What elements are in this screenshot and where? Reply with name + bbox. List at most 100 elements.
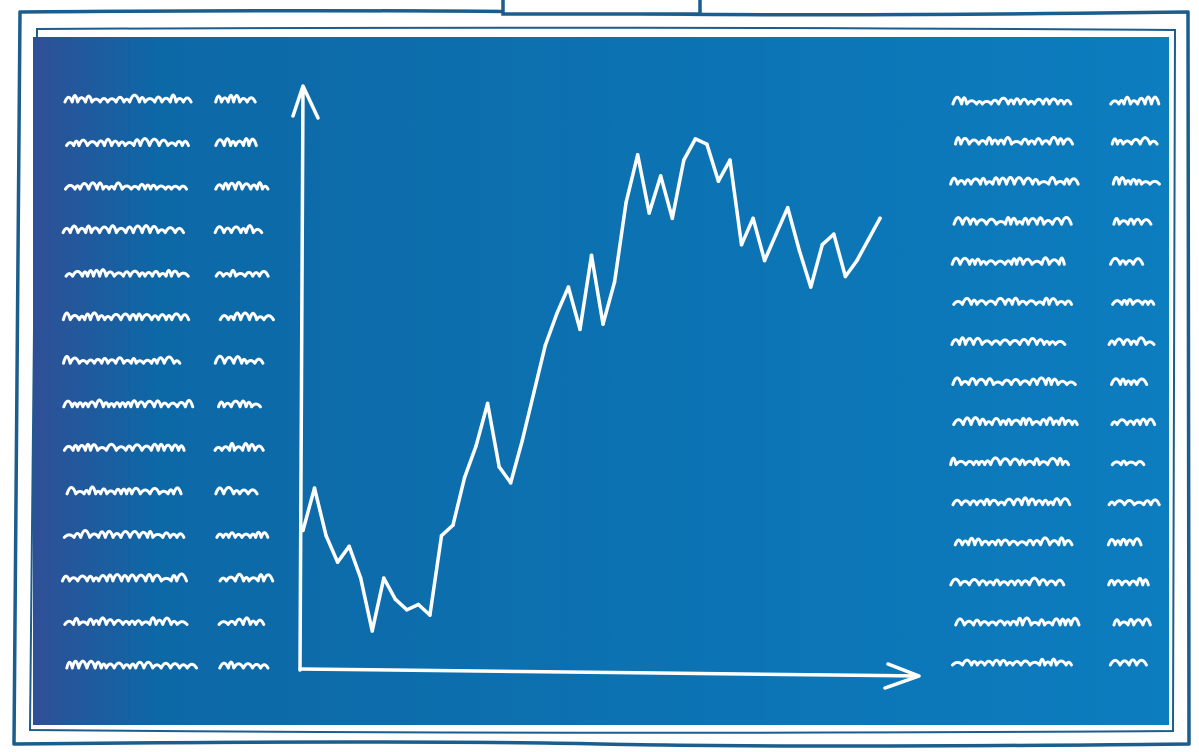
right-row-value-scribble bbox=[1106, 537, 1143, 547]
left-row-label-scribble bbox=[65, 485, 183, 496]
series-point bbox=[381, 576, 386, 580]
series-point bbox=[843, 274, 848, 279]
series-point bbox=[716, 179, 721, 184]
series-point bbox=[358, 576, 363, 580]
series-point bbox=[774, 232, 778, 236]
left-row-label-scribble bbox=[62, 398, 195, 409]
series-point bbox=[324, 533, 328, 538]
series-point bbox=[393, 597, 398, 602]
right-row-label-scribble bbox=[951, 376, 1077, 386]
series-point bbox=[658, 174, 663, 178]
series-point bbox=[508, 481, 513, 485]
series-point bbox=[462, 475, 467, 480]
right-row-label-scribble bbox=[952, 215, 1073, 226]
left-row-label-scribble bbox=[62, 528, 186, 539]
right-row-label-scribble bbox=[952, 296, 1073, 306]
series-point bbox=[624, 200, 628, 205]
left-row-value-scribble bbox=[214, 93, 257, 104]
series-point bbox=[601, 322, 605, 326]
series-point bbox=[693, 137, 698, 141]
line-chart bbox=[291, 84, 921, 690]
series-point bbox=[520, 438, 525, 443]
series-point bbox=[543, 343, 548, 348]
left-scribble-column bbox=[60, 93, 275, 670]
left-row-value-scribble bbox=[214, 137, 258, 148]
series-point bbox=[682, 158, 686, 162]
series-point bbox=[555, 311, 559, 316]
left-row-value-scribble bbox=[213, 354, 265, 365]
right-row-label-scribble bbox=[951, 657, 1073, 667]
series-point bbox=[635, 152, 640, 157]
left-row-label-scribble bbox=[64, 181, 188, 191]
series-point bbox=[566, 285, 571, 289]
series-point bbox=[705, 142, 709, 146]
right-row-value-scribble bbox=[1111, 175, 1161, 186]
series-point bbox=[347, 544, 351, 549]
right-row-label-scribble bbox=[952, 416, 1079, 427]
left-row-value-scribble bbox=[213, 224, 264, 235]
series-point bbox=[301, 528, 305, 533]
series-point bbox=[497, 465, 501, 469]
right-row-value-scribble bbox=[1112, 617, 1152, 627]
left-row-label-scribble bbox=[64, 268, 190, 278]
series-point bbox=[589, 253, 594, 258]
series-point bbox=[416, 602, 421, 607]
series-point bbox=[820, 242, 825, 247]
series-point bbox=[439, 533, 444, 538]
series-point bbox=[785, 205, 790, 210]
series-point bbox=[762, 258, 767, 263]
left-row-label-scribble bbox=[63, 93, 193, 104]
right-row-label-scribble bbox=[951, 496, 1072, 507]
left-row-value-scribble bbox=[218, 572, 275, 583]
left-row-label-scribble bbox=[62, 442, 186, 452]
right-row-value-scribble bbox=[1107, 576, 1150, 587]
left-row-value-scribble bbox=[214, 485, 259, 496]
series-point bbox=[878, 216, 882, 221]
left-row-value-scribble bbox=[217, 399, 262, 409]
right-row-value-scribble bbox=[1110, 417, 1157, 427]
series-point bbox=[855, 258, 859, 263]
right-row-value-scribble bbox=[1109, 377, 1149, 386]
right-row-label-scribble bbox=[949, 175, 1080, 186]
right-row-value-scribble bbox=[1110, 459, 1146, 467]
series-point bbox=[428, 613, 432, 617]
right-row-value-scribble bbox=[1109, 95, 1161, 106]
right-row-value-scribble bbox=[1107, 336, 1156, 346]
right-row-value-scribble bbox=[1108, 658, 1148, 667]
right-row-value-scribble bbox=[1111, 297, 1156, 306]
series-point bbox=[670, 216, 675, 221]
series-point bbox=[474, 443, 478, 448]
left-row-value-scribble bbox=[217, 616, 266, 626]
right-scribble-column bbox=[949, 95, 1161, 667]
series-point bbox=[797, 248, 802, 252]
series-point bbox=[751, 216, 755, 221]
right-row-value-scribble bbox=[1110, 136, 1159, 146]
left-row-label-scribble bbox=[61, 224, 185, 235]
right-row-label-scribble bbox=[954, 616, 1081, 627]
series-point bbox=[532, 391, 536, 395]
right-row-label-scribble bbox=[949, 576, 1066, 587]
series-point bbox=[451, 523, 455, 527]
series-point bbox=[370, 629, 375, 633]
x-axis bbox=[298, 662, 921, 690]
left-row-value-scribble bbox=[214, 268, 270, 278]
series-point bbox=[808, 285, 813, 289]
left-row-label-scribble bbox=[60, 572, 188, 583]
right-row-label-scribble bbox=[951, 95, 1073, 106]
series-point bbox=[739, 242, 744, 247]
series-point bbox=[485, 401, 490, 406]
series-point bbox=[335, 560, 340, 564]
left-row-label-scribble bbox=[61, 354, 182, 365]
left-row-value-scribble bbox=[215, 530, 270, 539]
left-row-value-scribble bbox=[213, 441, 265, 452]
left-row-value-scribble bbox=[214, 180, 270, 191]
right-row-label-scribble bbox=[950, 336, 1067, 346]
right-row-label-scribble bbox=[953, 536, 1074, 547]
left-row-label-scribble bbox=[65, 137, 190, 148]
series-point bbox=[612, 279, 617, 284]
y-axis bbox=[291, 84, 320, 672]
left-row-value-scribble bbox=[218, 660, 270, 670]
series-point bbox=[866, 237, 871, 242]
